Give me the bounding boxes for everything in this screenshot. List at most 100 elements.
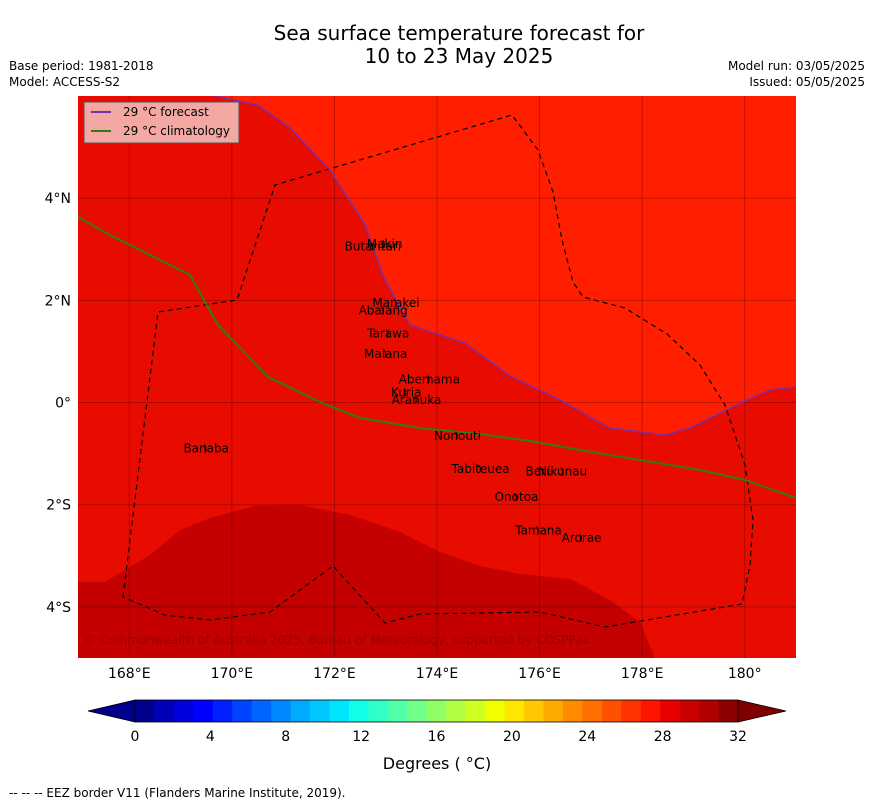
island-label: Makin	[367, 237, 403, 251]
latitude-ticks: 4°N 2°N 0° 2°S 4°S	[45, 191, 72, 616]
island-label: Beru	[525, 465, 553, 479]
longitude-tick-label: 174°E	[416, 666, 459, 682]
island-outline	[403, 387, 407, 397]
island-outline	[414, 395, 417, 405]
colorbar-swatch	[504, 700, 525, 722]
colorbar-swatch	[212, 700, 233, 722]
eez-border	[122, 114, 754, 628]
sst-hot-region	[78, 505, 655, 658]
latitude-tick-label: 2°S	[46, 498, 71, 514]
colorbar-swatch	[290, 700, 311, 722]
issued-text: Issued: 05/05/2025	[749, 75, 865, 89]
latitude-tick-label: 2°N	[45, 293, 71, 309]
island-label: Onotoa	[495, 490, 539, 504]
colorbar-swatch	[135, 700, 155, 722]
island-outline	[382, 239, 385, 249]
island-outline	[380, 306, 384, 315]
island-label: Banaba	[183, 442, 229, 456]
climatology-29c-line	[78, 216, 796, 499]
copyright-text: © Commonwealth of Australia 2023, Bureau…	[84, 633, 589, 647]
colorbar-swatch	[232, 700, 253, 722]
latitude-tick-label: 4°N	[45, 191, 71, 207]
latitude-tick-label: 4°S	[46, 600, 71, 616]
colorbar-swatch	[407, 700, 428, 722]
page-title: Sea surface temperature forecast for 10 …	[0, 22, 873, 68]
island-label: Arorae	[562, 531, 602, 545]
island-label: Marakei	[372, 296, 419, 310]
model-text: Model: ACCESS-S2	[9, 75, 121, 89]
colorbar-tick-label: 12	[352, 729, 370, 745]
colorbar-max-extend	[737, 699, 787, 723]
island-label: Maiana	[364, 347, 407, 361]
colorbar-label: Degrees ( °C)	[383, 754, 491, 773]
colorbar-swatch	[271, 700, 292, 722]
colorbar-swatch	[699, 700, 720, 722]
colorbar-swatch	[679, 700, 700, 722]
island-outline	[455, 431, 458, 440]
island-outline	[203, 444, 207, 453]
colorbar-swatch	[621, 700, 642, 722]
colorbar-tick-label: 20	[503, 729, 521, 745]
colorbar-swatch	[660, 700, 681, 722]
longitude-tick-label: 168°E	[108, 666, 151, 682]
colorbar-swatch	[524, 700, 544, 722]
title-line-2: 10 to 23 May 2025	[364, 44, 554, 68]
longitude-tick-label: 170°E	[211, 666, 254, 682]
island-outline	[514, 492, 517, 502]
colorbar-tick-label: 0	[131, 729, 140, 745]
colorbar-swatch	[387, 700, 408, 722]
colorbar-frame	[134, 699, 739, 723]
island-outline	[537, 467, 540, 476]
colorbar-swatch	[543, 700, 564, 722]
island-label: Abaiang	[359, 304, 408, 318]
island-label: Tamana	[514, 523, 562, 537]
island-outline	[426, 375, 430, 384]
longitude-ticks: 168°E 170°E 172°E 174°E 176°E 178°E 180°	[108, 666, 762, 682]
colorbar-swatch	[446, 700, 467, 722]
colorbar-swatch	[310, 700, 331, 722]
colorbar-swatch	[640, 700, 661, 722]
island-label: Tarawa	[366, 327, 409, 341]
base-period-text: Base period: 1981-2018	[9, 59, 154, 73]
longitude-tick-label: 176°E	[518, 666, 561, 682]
colorbar-swatch	[173, 700, 194, 722]
island-outline	[478, 464, 481, 474]
colorbar-swatch	[465, 700, 486, 722]
island-label: Butaritari	[345, 240, 402, 254]
colorbar-swatch	[368, 700, 389, 722]
colorbar-swatch	[485, 700, 506, 722]
longitude-tick-label: 172°E	[313, 666, 356, 682]
colorbar: 0 4 8 12 16 20 24 28 32 Degrees ( °C)	[87, 699, 787, 773]
colorbar-swatch	[329, 700, 350, 722]
legend-forecast-label: 29 °C forecast	[123, 105, 209, 119]
colorbar-swatch	[562, 700, 583, 722]
island-label: Nonouti	[434, 429, 481, 443]
island-label: Abemama	[399, 373, 460, 387]
legend-climatology-label: 29 °C climatology	[123, 124, 230, 138]
model-run-text: Model run: 03/05/2025	[727, 59, 865, 73]
map-grid	[78, 96, 796, 658]
colorbar-tick-label: 32	[729, 729, 747, 745]
island-outline	[385, 329, 389, 338]
colorbar-tick-label: 4	[206, 729, 215, 745]
island-label: Aranuka	[392, 393, 442, 407]
latitude-tick-label: 0°	[55, 396, 71, 412]
legend: 29 °C forecast 29 °C climatology	[83, 101, 240, 144]
colorbar-swatch	[348, 700, 369, 722]
island-outline	[383, 349, 387, 359]
longitude-tick-label: 178°E	[621, 666, 664, 682]
colorbar-swatch	[251, 700, 272, 722]
colorbar-tick-label: 24	[578, 729, 596, 745]
colorbar-swatch	[193, 700, 214, 722]
island-outline	[370, 242, 374, 251]
island-outline	[579, 533, 582, 543]
island-label: Nikunau	[538, 465, 587, 479]
colorbar-swatch	[426, 700, 447, 722]
colorbar-swatch	[718, 700, 739, 722]
eez-footnote: -- -- -- EEZ border V11 (Flanders Marine…	[9, 786, 346, 800]
island-outline	[560, 467, 563, 476]
colorbar-tick-label: 8	[281, 729, 290, 745]
